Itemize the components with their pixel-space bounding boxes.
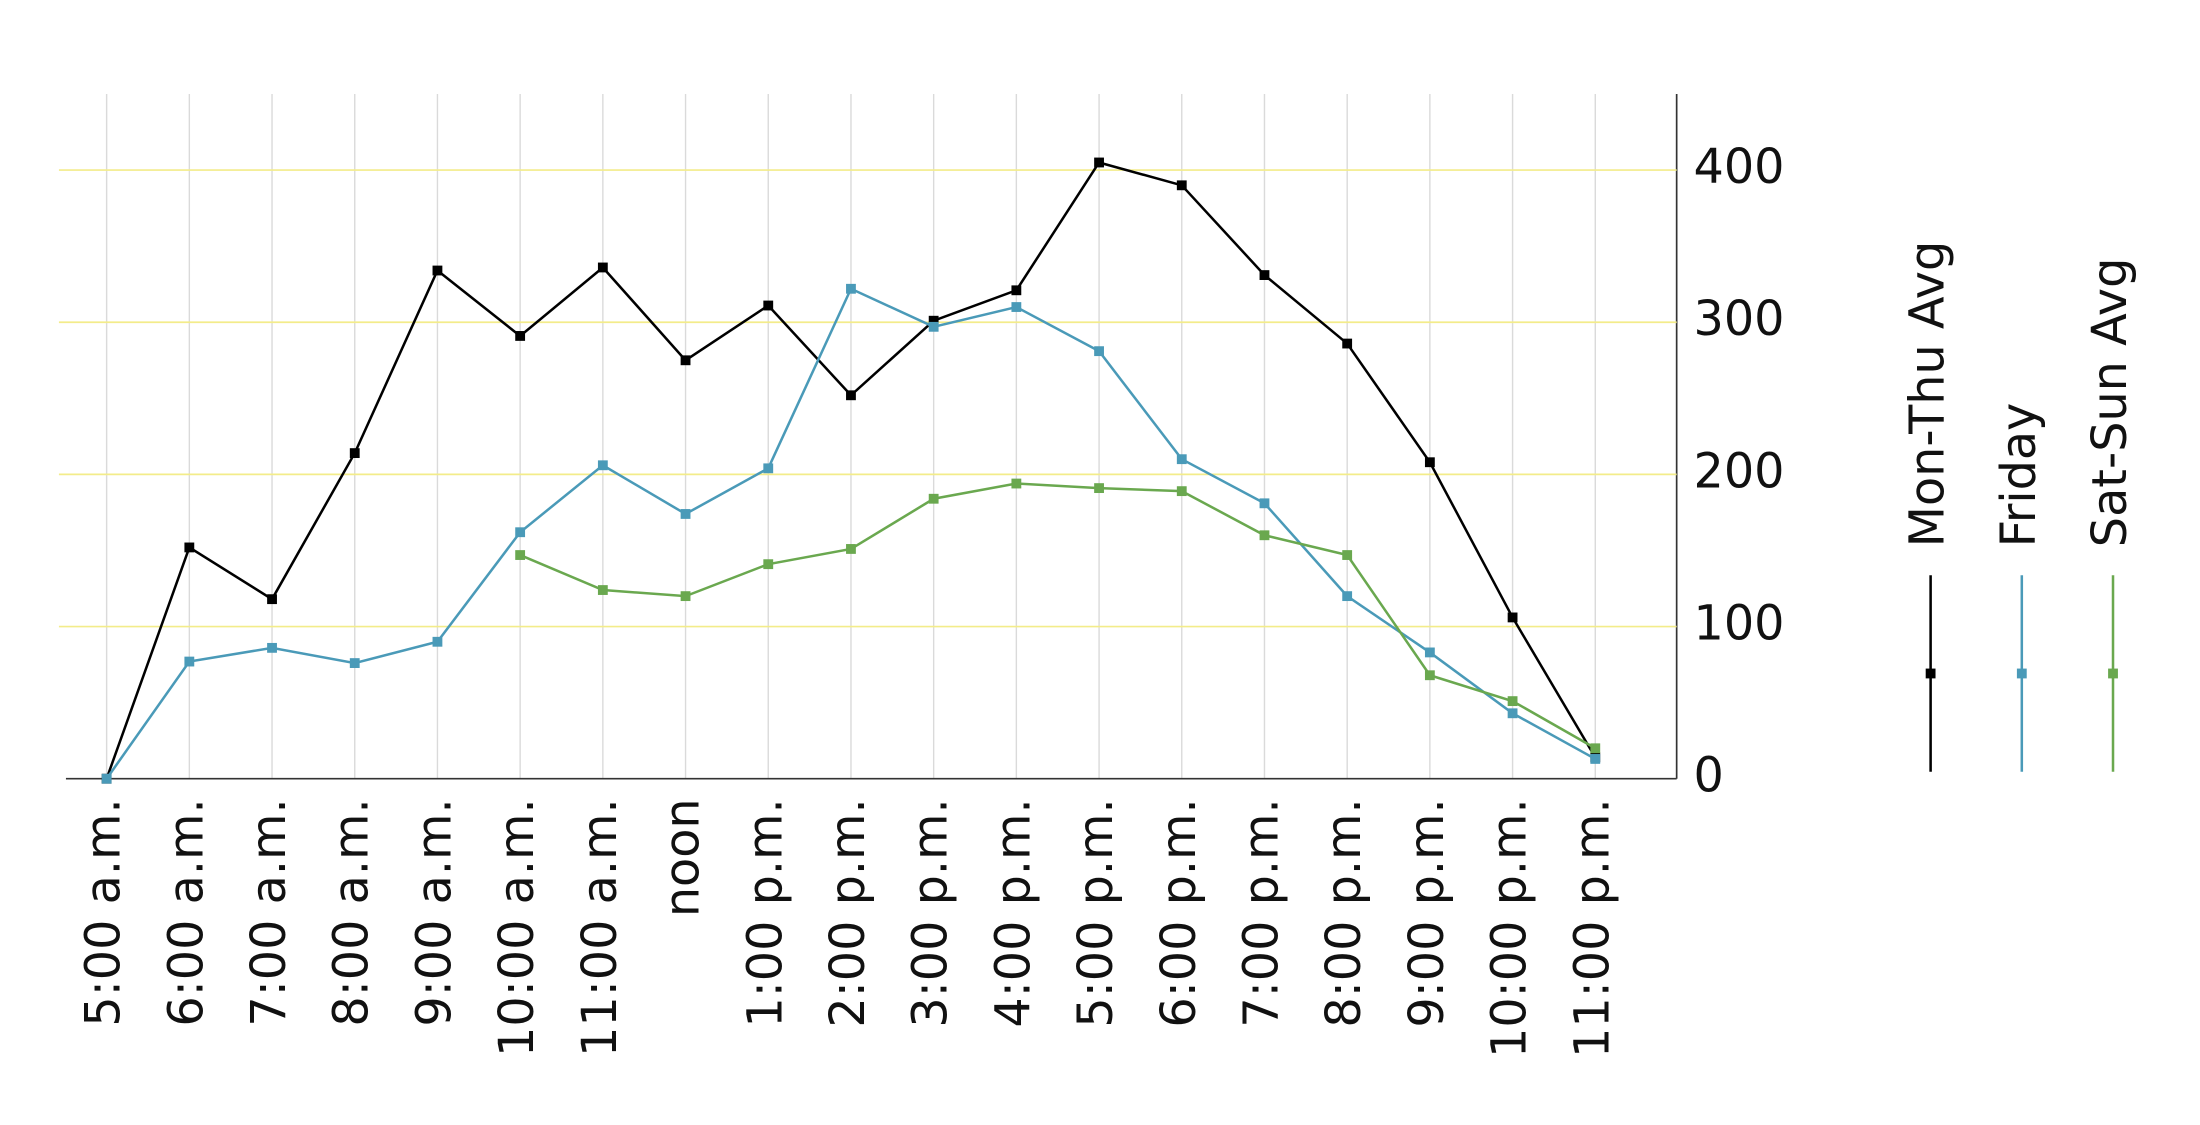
x-tick-label: 7:00 a.m. [242, 798, 297, 1026]
legend-label: Sat-Sun Avg [2083, 258, 2138, 548]
data-point [680, 591, 691, 602]
data-point [349, 658, 360, 668]
x-tick-label: 1:00 p.m. [738, 798, 793, 1027]
legend-marker [1925, 668, 1936, 679]
data-point [1424, 670, 1435, 681]
y-tick-label: 400 [1693, 140, 1784, 195]
x-tick-label: 8:00 a.m. [325, 798, 380, 1026]
data-point [1011, 285, 1022, 296]
data-point [349, 448, 360, 459]
x-tick-label: 6:00 p.m. [1152, 798, 1207, 1027]
x-tick-label: 8:00 p.m. [1317, 798, 1372, 1027]
data-point [763, 463, 774, 474]
data-point [928, 321, 939, 332]
data-point [515, 550, 526, 560]
data-point [432, 265, 443, 276]
x-tick-label: 11:00 p.m. [1565, 798, 1620, 1058]
legend-label: Mon-Thu Avg [1901, 241, 1956, 547]
data-point [928, 493, 939, 504]
x-tick-label: 5:00 a.m. [77, 798, 132, 1026]
data-point [1094, 157, 1104, 168]
data-point [1590, 743, 1601, 754]
legend-item: Mon-Thu Avg [1901, 241, 1956, 772]
data-point [846, 283, 856, 294]
legend-item: Friday [1992, 403, 2047, 772]
data-point [1259, 530, 1270, 541]
x-tick-label: 6:00 a.m. [159, 798, 214, 1026]
legend-item: Sat-Sun Avg [2083, 258, 2138, 772]
legend-label: Friday [1992, 403, 2047, 548]
data-point [1342, 550, 1353, 560]
data-point [763, 300, 774, 311]
data-point [1507, 708, 1518, 719]
data-point [1424, 647, 1435, 658]
data-point [1094, 483, 1104, 494]
legend-marker [2108, 668, 2118, 679]
data-point [1011, 478, 1022, 489]
x-tick-label: 11:00 a.m. [573, 798, 628, 1057]
data-point [1176, 180, 1187, 191]
data-point [267, 594, 277, 605]
data-point [680, 509, 691, 519]
data-point [846, 390, 856, 401]
x-tick-label: 7:00 p.m. [1234, 798, 1289, 1027]
data-point [1176, 454, 1187, 465]
x-tick-label: 9:00 p.m. [1400, 798, 1455, 1027]
series-line [519, 482, 1596, 750]
data-point [1259, 498, 1270, 509]
y-tick-label: 300 [1693, 292, 1784, 347]
x-tick-label: 9:00 a.m. [407, 798, 462, 1026]
data-point [1094, 346, 1104, 357]
data-point [680, 355, 691, 366]
data-point [267, 642, 277, 653]
data-point [597, 460, 608, 471]
data-point [1176, 486, 1187, 497]
x-tick-label: 4:00 p.m. [986, 798, 1041, 1027]
data-point [432, 636, 443, 647]
y-tick-label: 0 [1693, 749, 1723, 804]
data-point [1507, 696, 1518, 707]
data-point [1342, 591, 1353, 602]
data-point [597, 262, 608, 273]
data-point [928, 315, 939, 326]
data-point [184, 542, 195, 553]
data-point [101, 773, 112, 784]
data-point [1590, 754, 1601, 764]
legend-marker [2016, 668, 2027, 679]
data-point [763, 559, 774, 570]
data-point [1424, 457, 1435, 468]
data-point [515, 331, 526, 341]
data-point [1507, 612, 1518, 623]
x-tick-label: 10:00 p.m. [1483, 798, 1538, 1058]
x-tick-label: 10:00 a.m. [490, 798, 545, 1057]
x-tick-label: 2:00 p.m. [821, 798, 876, 1027]
x-tick-label: 3:00 p.m. [904, 798, 959, 1027]
x-tick-label: 5:00 p.m. [1069, 798, 1124, 1027]
data-point [515, 527, 526, 538]
data-point [1011, 302, 1022, 312]
y-tick-label: 200 [1693, 444, 1784, 499]
data-point [846, 544, 856, 554]
x-tick-label: noon [656, 798, 711, 917]
data-point [184, 656, 195, 667]
data-point [1259, 270, 1270, 280]
y-tick-label: 100 [1693, 597, 1784, 652]
data-point [1342, 338, 1353, 349]
data-point [597, 585, 608, 595]
